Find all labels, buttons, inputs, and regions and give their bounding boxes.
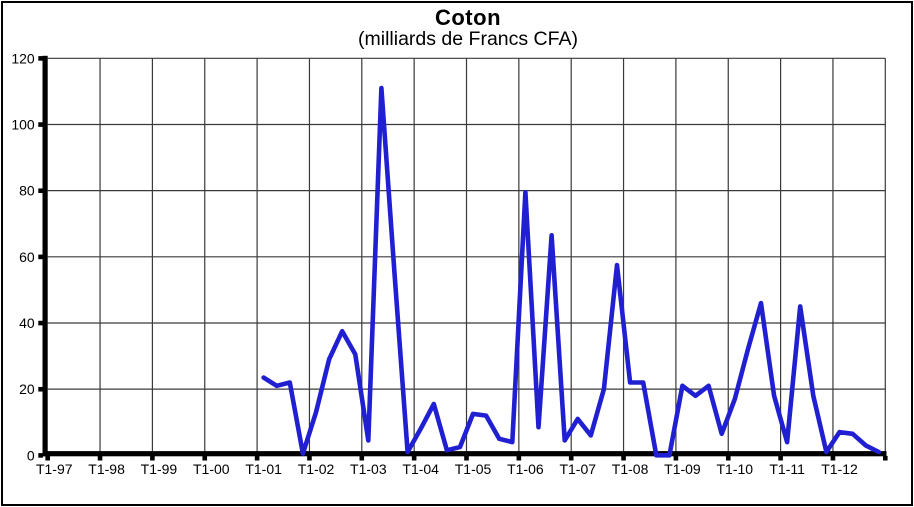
x-tick-label: T1-97 xyxy=(36,461,73,477)
x-tick xyxy=(778,455,783,461)
y-tick-label: 60 xyxy=(19,249,35,265)
chart-title: Coton xyxy=(434,5,502,30)
y-tick-label: 40 xyxy=(19,315,35,331)
y-tick xyxy=(38,386,43,392)
chart-subtitle: (milliards de Francs CFA) xyxy=(358,28,578,50)
x-tick xyxy=(150,455,155,461)
x-tick xyxy=(97,455,103,461)
cotton-series-line xyxy=(261,85,882,458)
y-tick-label: 120 xyxy=(11,50,35,66)
x-tick-label: T1-98 xyxy=(88,461,125,477)
y-tick xyxy=(38,56,43,61)
x-tick xyxy=(254,455,260,461)
x-tick-label: T1-09 xyxy=(664,461,701,477)
x-tick-label: T1-08 xyxy=(612,461,649,477)
x-tick xyxy=(725,455,731,461)
y-axis-spine xyxy=(42,55,48,457)
x-tick xyxy=(359,455,365,461)
x-tick xyxy=(307,455,312,461)
x-tick-label: T1-12 xyxy=(821,461,858,477)
x-tick xyxy=(45,455,50,461)
x-tick-label: T1-03 xyxy=(350,461,387,477)
x-tick xyxy=(830,455,836,461)
y-tick-label: 100 xyxy=(11,116,35,132)
x-tick-label: T1-07 xyxy=(559,461,596,477)
y-tick-label: 80 xyxy=(19,183,35,199)
x-tick-label: T1-04 xyxy=(402,461,439,477)
x-tick xyxy=(202,455,208,461)
x-tick-label: T1-01 xyxy=(245,461,282,477)
x-tick-label: T1-10 xyxy=(717,461,754,477)
y-tick xyxy=(38,254,43,260)
x-tick xyxy=(621,455,626,461)
x-tick xyxy=(516,455,522,461)
x-tick xyxy=(883,455,888,461)
y-tick xyxy=(38,188,43,194)
x-tick-label: T1-11 xyxy=(769,461,805,477)
x-axis-spine xyxy=(42,451,887,457)
x-tick xyxy=(464,455,469,461)
y-tick xyxy=(38,453,43,458)
x-tick-label: T1-06 xyxy=(507,461,544,477)
x-tick-label: T1-02 xyxy=(298,461,335,477)
x-tick xyxy=(568,455,574,461)
y-tick xyxy=(38,320,43,326)
x-tick-label: T1-05 xyxy=(455,461,492,477)
y-tick-label: 20 xyxy=(19,381,35,397)
y-tick xyxy=(38,122,43,127)
x-tick xyxy=(411,455,417,461)
x-tick xyxy=(673,455,679,461)
x-tick-label: T1-99 xyxy=(141,461,178,477)
y-tick-label: 0 xyxy=(27,447,35,463)
x-tick-label: T1-00 xyxy=(193,461,230,477)
